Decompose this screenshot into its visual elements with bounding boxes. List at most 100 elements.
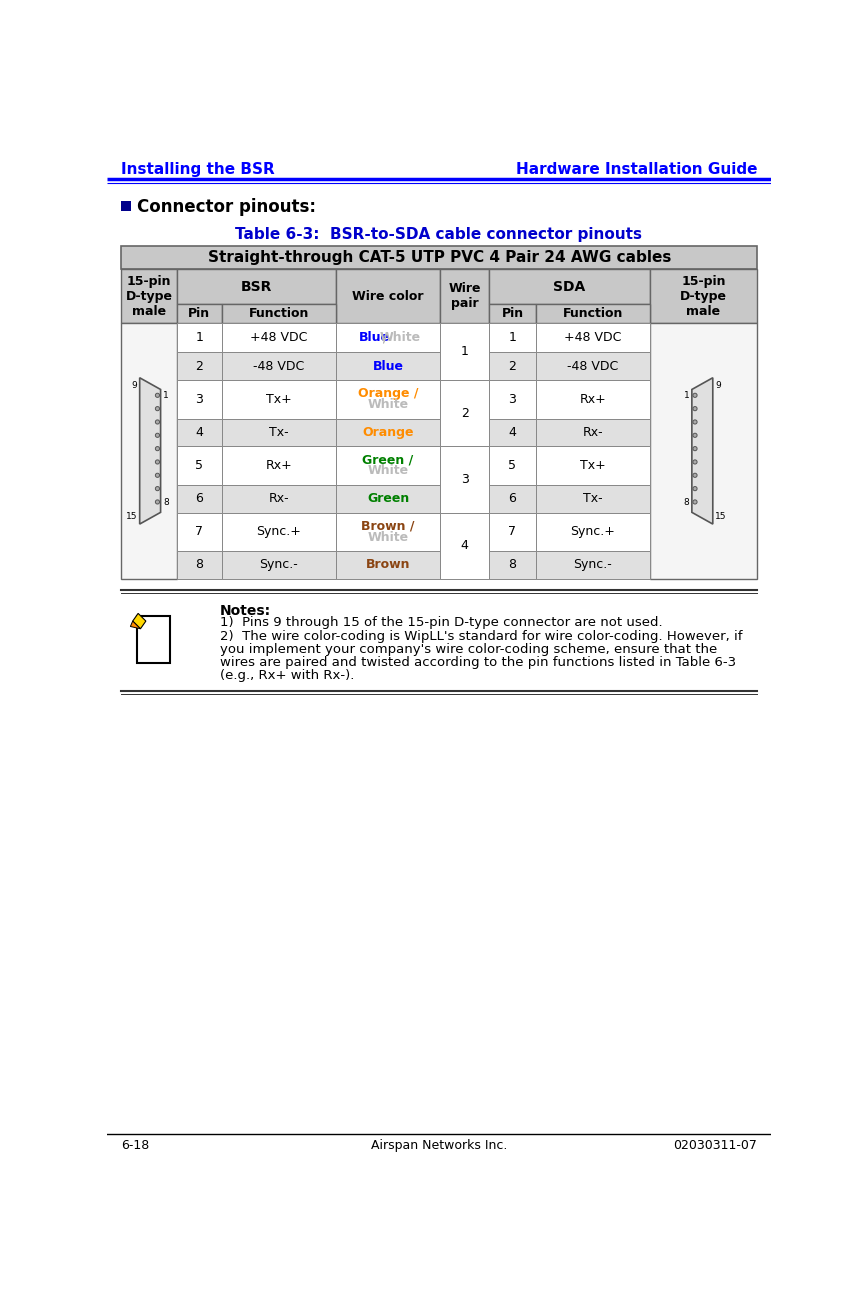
Text: Green: Green: [367, 493, 409, 506]
Text: Wire
pair: Wire pair: [448, 282, 481, 311]
Text: 2: 2: [461, 407, 469, 420]
Text: Rx+: Rx+: [579, 393, 606, 406]
Text: 2: 2: [195, 360, 203, 373]
Bar: [489, 304, 536, 324]
Bar: [177, 324, 222, 352]
Bar: [536, 380, 650, 419]
Text: 3: 3: [508, 393, 517, 406]
Text: -48 VDC: -48 VDC: [567, 360, 618, 373]
Text: Table 6-3:  BSR-to-SDA cable connector pinouts: Table 6-3: BSR-to-SDA cable connector pi…: [236, 227, 643, 242]
Circle shape: [693, 393, 697, 398]
Bar: [536, 304, 650, 324]
Text: Sync.-: Sync.-: [260, 559, 298, 572]
Bar: [222, 380, 336, 419]
Bar: [222, 352, 336, 380]
Bar: [177, 352, 222, 380]
Bar: [489, 446, 536, 485]
Text: Orange /: Orange /: [358, 387, 418, 400]
Bar: [336, 551, 440, 578]
Text: White: White: [368, 464, 409, 477]
Bar: [650, 269, 758, 324]
Circle shape: [155, 433, 159, 437]
Bar: [489, 352, 536, 380]
Text: Rx-: Rx-: [583, 426, 603, 439]
Text: Hardware Installation Guide: Hardware Installation Guide: [516, 162, 758, 177]
Bar: [440, 269, 489, 324]
Bar: [536, 512, 650, 551]
Text: wires are paired and twisted according to the pin functions listed in Table 6-3: wires are paired and twisted according t…: [219, 655, 735, 668]
Text: 3: 3: [195, 393, 203, 406]
Text: 15: 15: [126, 512, 137, 521]
Text: +48 VDC: +48 VDC: [250, 332, 308, 344]
Text: White: White: [368, 530, 409, 543]
Text: 1)  Pins 9 through 15 of the 15-pin D-type connector are not used.: 1) Pins 9 through 15 of the 15-pin D-typ…: [219, 616, 662, 629]
Bar: [489, 512, 536, 551]
Text: White: White: [368, 398, 409, 411]
Bar: [440, 380, 489, 446]
Text: Tx+: Tx+: [580, 459, 606, 472]
Circle shape: [693, 486, 697, 490]
Circle shape: [155, 393, 159, 398]
Text: 1: 1: [508, 332, 517, 344]
Text: 4: 4: [195, 426, 203, 439]
Text: Airspan Networks Inc.: Airspan Networks Inc.: [370, 1139, 507, 1152]
Bar: [489, 269, 650, 304]
Text: 6: 6: [195, 493, 203, 506]
Bar: [536, 551, 650, 578]
Bar: [222, 304, 336, 324]
Text: Notes:: Notes:: [219, 604, 271, 617]
Text: Orange: Orange: [363, 426, 414, 439]
Text: Pin: Pin: [501, 307, 524, 320]
Text: you implement your company's wire color-coding scheme, ensure that the: you implement your company's wire color-…: [219, 642, 716, 655]
Bar: [489, 485, 536, 512]
Text: (e.g., Rx+ with Rx-).: (e.g., Rx+ with Rx-).: [219, 668, 354, 681]
Circle shape: [693, 460, 697, 464]
Text: SDA: SDA: [554, 280, 585, 294]
Text: 7: 7: [508, 525, 517, 538]
Bar: [177, 512, 222, 551]
Text: Installing the BSR: Installing the BSR: [121, 162, 275, 177]
Bar: [121, 324, 177, 578]
Text: -48 VDC: -48 VDC: [253, 360, 304, 373]
Bar: [489, 380, 536, 419]
Text: Straight-through CAT-5 UTP PVC 4 Pair 24 AWG cables: Straight-through CAT-5 UTP PVC 4 Pair 24…: [207, 250, 671, 265]
Text: 02030311-07: 02030311-07: [674, 1139, 758, 1152]
Bar: [222, 446, 336, 485]
Text: 6-18: 6-18: [121, 1139, 149, 1152]
Text: 8: 8: [684, 498, 690, 507]
Text: 2)  The wire color-coding is WipLL's standard for wire color-coding. However, if: 2) The wire color-coding is WipLL's stan…: [219, 629, 742, 642]
Text: 5: 5: [195, 459, 203, 472]
Bar: [440, 512, 489, 578]
Text: Sync.-: Sync.-: [573, 559, 612, 572]
FancyBboxPatch shape: [137, 616, 170, 663]
Bar: [440, 446, 489, 512]
Text: Sync.+: Sync.+: [570, 525, 615, 538]
Bar: [336, 380, 440, 419]
Bar: [336, 352, 440, 380]
Text: Pin: Pin: [189, 307, 211, 320]
Circle shape: [155, 486, 159, 490]
Text: Tx+: Tx+: [266, 393, 291, 406]
Bar: [222, 324, 336, 352]
Polygon shape: [130, 621, 141, 629]
Text: Blue: Blue: [373, 360, 404, 373]
Text: Connector pinouts:: Connector pinouts:: [136, 198, 315, 216]
Text: +48 VDC: +48 VDC: [564, 332, 621, 344]
Text: Function: Function: [249, 307, 309, 320]
Text: 15-pin
D-type
male: 15-pin D-type male: [125, 274, 172, 317]
Bar: [222, 419, 336, 446]
Bar: [222, 485, 336, 512]
Text: 9: 9: [715, 381, 721, 390]
Circle shape: [155, 473, 159, 477]
Bar: [336, 446, 440, 485]
Text: 6: 6: [508, 493, 517, 506]
Bar: [177, 551, 222, 578]
Text: 7: 7: [195, 525, 203, 538]
Text: Brown: Brown: [366, 559, 411, 572]
Text: Wire color: Wire color: [352, 290, 424, 303]
Bar: [177, 269, 336, 304]
Text: 1: 1: [195, 332, 203, 344]
Circle shape: [693, 447, 697, 451]
Circle shape: [155, 447, 159, 451]
Circle shape: [693, 473, 697, 477]
